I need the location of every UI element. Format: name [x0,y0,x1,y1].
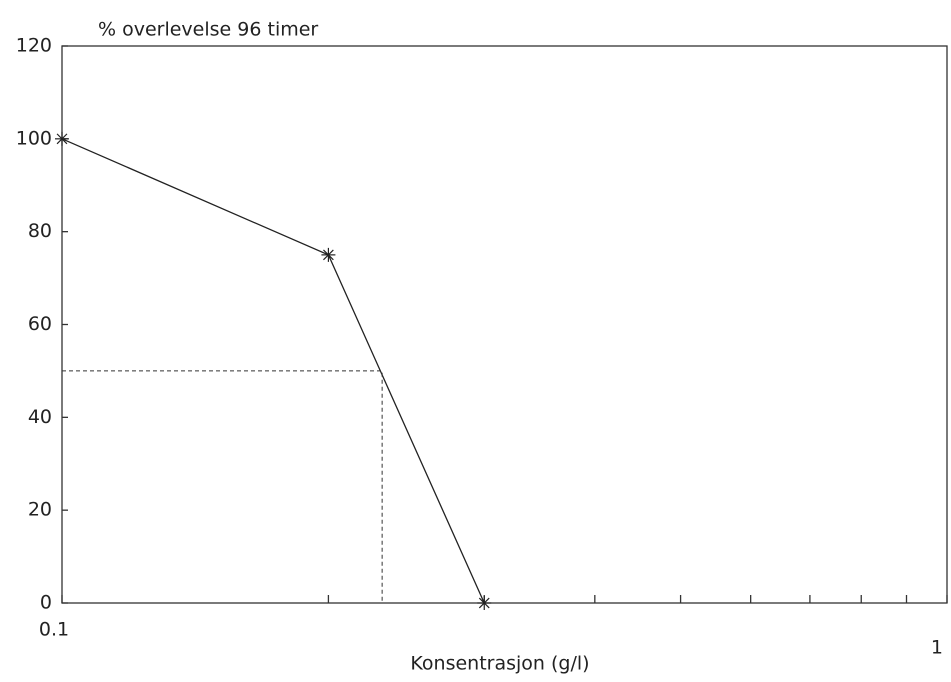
y-tick-label: 0 [40,592,52,614]
y-tick-label: 120 [16,35,52,57]
data-point [55,131,69,146]
y-tick-label: 80 [28,220,52,242]
x-tick-label: 0.1 [39,619,69,641]
y-tick-label: 20 [28,499,52,521]
reference-line [62,370,383,603]
x-axis-label: Konsentrasjon (g/l) [410,653,589,675]
marker-stroke [323,249,334,261]
y-axis-label: % overlevelse 96 timer [98,19,318,41]
marker-stroke [56,133,68,145]
y-tick-label: 40 [28,406,52,428]
y-tick-label: 100 [16,127,52,149]
data-point [477,596,492,610]
marker-stroke [478,597,490,609]
x-tick-label: 1 [931,637,943,659]
data-point [321,247,336,262]
y-tick-label: 60 [28,313,52,335]
plot-frame [61,45,948,604]
